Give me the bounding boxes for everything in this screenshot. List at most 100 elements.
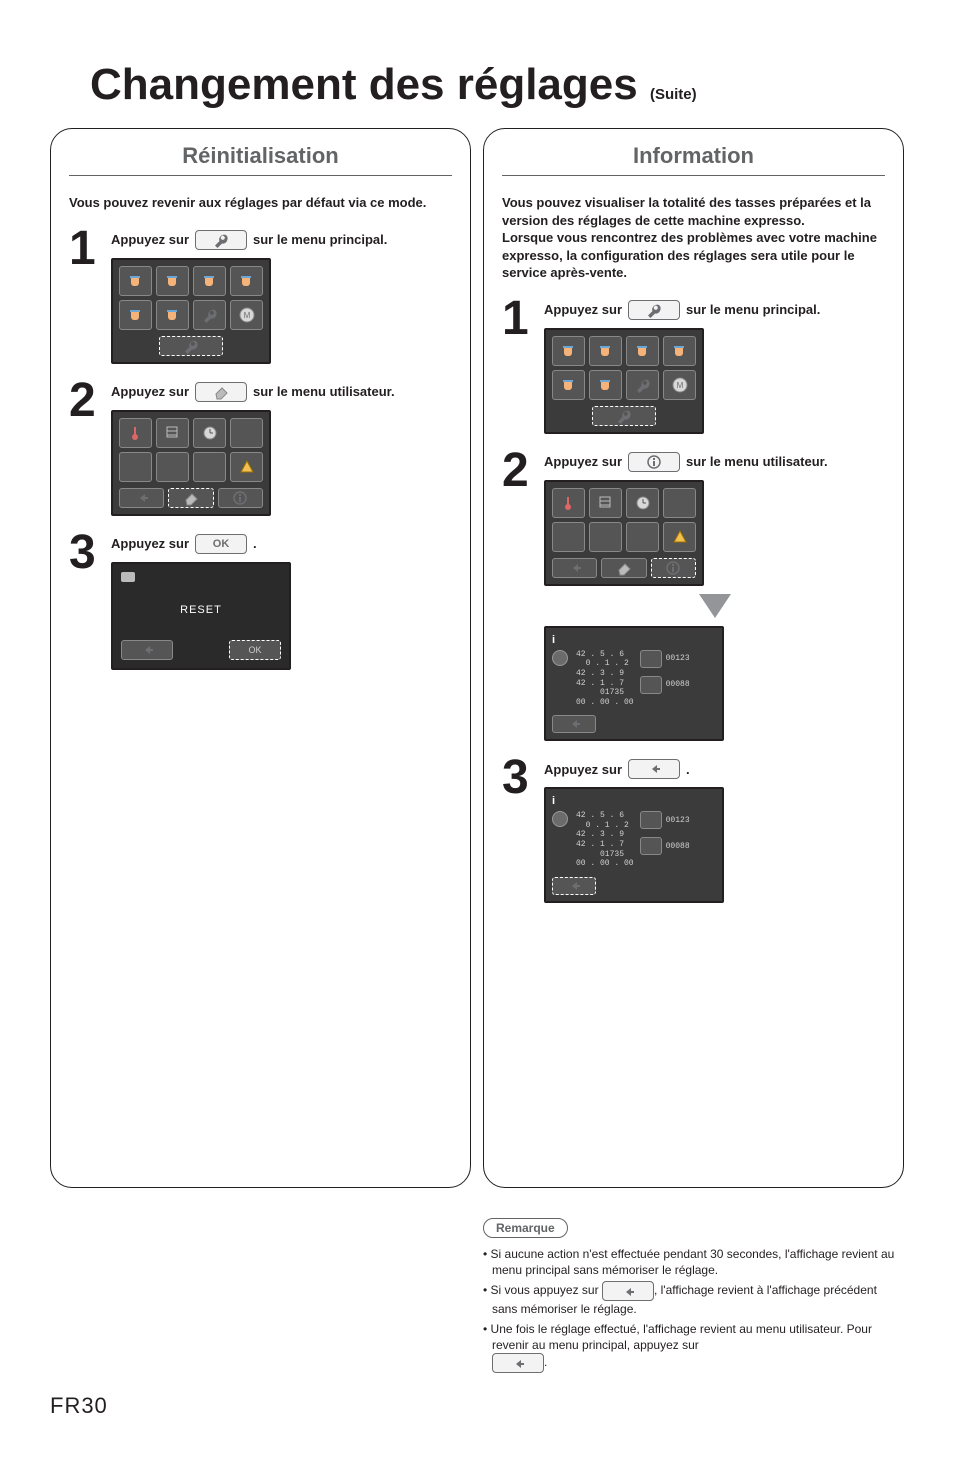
text-pre: Appuyez sur xyxy=(111,384,189,399)
menu-cell xyxy=(156,266,189,296)
remark-text: . xyxy=(544,1355,547,1369)
menu-cell xyxy=(663,488,696,518)
wrench-button[interactable] xyxy=(195,230,247,250)
title-text: Changement des réglages xyxy=(90,60,638,109)
info-numbers: 42 . 5 . 6 0 . 1 . 2 42 . 3 . 9 42 . 1 .… xyxy=(576,650,634,708)
cup-icon xyxy=(640,837,662,855)
title-suite: (Suite) xyxy=(650,86,697,103)
menu-cell xyxy=(552,522,585,552)
menu-cell xyxy=(193,300,226,330)
text-post: sur le menu utilisateur. xyxy=(253,384,395,399)
menu-cell xyxy=(626,336,659,366)
eraser-bottom-button[interactable] xyxy=(168,488,213,508)
back-button-inline[interactable] xyxy=(602,1281,654,1301)
info-bottom-button[interactable] xyxy=(218,488,263,508)
menu-cell xyxy=(230,266,263,296)
page-title: Changement des réglages (Suite) xyxy=(90,60,904,110)
remarque-list: • Si aucune action n'est effectuée penda… xyxy=(483,1246,904,1373)
step-line: Appuyez sur sur le menu utilisateur. xyxy=(544,452,885,472)
right-step-3: 3 Appuyez sur . i 42 . 5 . 6 0 . 1 . 2 4… xyxy=(502,759,885,903)
cup-count-a: 00123 xyxy=(666,816,690,825)
remarque-label: Remarque xyxy=(483,1218,568,1238)
menu-cell-m xyxy=(230,300,263,330)
menu-cell xyxy=(589,522,622,552)
remark-item: • Si aucune action n'est effectuée penda… xyxy=(483,1246,904,1278)
menu-cell xyxy=(626,522,659,552)
cup-count-b: 00088 xyxy=(666,680,690,689)
ok-confirm-button[interactable]: OK xyxy=(229,640,281,660)
text-pre: Appuyez sur xyxy=(544,454,622,469)
right-step-2: 2 Appuyez sur sur le menu utilisateur. xyxy=(502,452,885,742)
remark-text: Si aucune action n'est effectuée pendant… xyxy=(491,1247,895,1277)
info-numbers: 42 . 5 . 6 0 . 1 . 2 42 . 3 . 9 42 . 1 .… xyxy=(576,811,634,869)
reset-label: RESET xyxy=(121,604,281,616)
text-pre: Appuyez sur xyxy=(111,232,189,247)
wrench-button[interactable] xyxy=(628,300,680,320)
panel-reinitialisation: Réinitialisation Vous pouvez revenir aux… xyxy=(50,128,471,1188)
text-post: . xyxy=(253,536,257,551)
text-post: sur le menu principal. xyxy=(686,302,820,317)
menu-cell xyxy=(626,488,659,518)
info-button[interactable] xyxy=(628,452,680,472)
step-number: 2 xyxy=(69,382,99,420)
remark-item: • Si vous appuyez sur , l'affichage revi… xyxy=(483,1281,904,1317)
menu-cell xyxy=(589,336,622,366)
step-number: 3 xyxy=(502,759,532,797)
user-menu-screen xyxy=(111,410,271,516)
step-number: 1 xyxy=(502,300,532,338)
info-header: i xyxy=(552,795,716,807)
back-bottom-button[interactable] xyxy=(119,488,164,508)
info-header: i xyxy=(552,634,716,646)
back-button-inline[interactable] xyxy=(492,1353,544,1373)
bean-icon xyxy=(552,811,568,827)
bean-icon xyxy=(552,650,568,666)
back-button[interactable] xyxy=(552,877,596,895)
step-number: 3 xyxy=(69,534,99,572)
text-post: sur le menu principal. xyxy=(253,232,387,247)
left-step-1: 1 Appuyez sur sur le menu principal. xyxy=(69,230,452,364)
wrench-bottom-button[interactable] xyxy=(592,406,656,426)
menu-cell xyxy=(119,266,152,296)
menu-cell xyxy=(552,336,585,366)
menu-cell xyxy=(119,452,152,482)
page-number: FR30 xyxy=(50,1393,904,1419)
back-bottom-button[interactable] xyxy=(552,558,597,578)
columns: Réinitialisation Vous pouvez revenir aux… xyxy=(50,128,904,1188)
panel-heading-right: Information xyxy=(502,143,885,176)
panel-heading-left: Réinitialisation xyxy=(69,143,452,176)
menu-cell xyxy=(663,522,696,552)
wrench-bottom-button[interactable] xyxy=(159,336,223,356)
back-button-inline[interactable] xyxy=(628,759,680,779)
left-step-3: 3 Appuyez sur OK . RESET OK xyxy=(69,534,452,670)
step-line: Appuyez sur . xyxy=(544,759,885,779)
ok-button[interactable]: OK xyxy=(195,534,247,554)
panel-information: Information Vous pouvez visualiser la to… xyxy=(483,128,904,1188)
menu-cell xyxy=(156,452,189,482)
step-line: Appuyez sur sur le menu principal. xyxy=(111,230,452,250)
menu-cell xyxy=(230,418,263,448)
down-arrow-icon xyxy=(699,594,731,618)
left-intro: Vous pouvez revenir aux réglages par déf… xyxy=(69,194,452,212)
menu-cell xyxy=(663,336,696,366)
menu-cell xyxy=(589,370,622,400)
back-button[interactable] xyxy=(121,640,173,660)
eraser-button[interactable] xyxy=(195,382,247,402)
left-step-2: 2 Appuyez sur sur le menu utilisateur. xyxy=(69,382,452,516)
text-post: sur le menu utilisateur. xyxy=(686,454,828,469)
text-pre: Appuyez sur xyxy=(544,302,622,317)
menu-cell xyxy=(193,418,226,448)
menu-cell xyxy=(626,370,659,400)
cup-icon xyxy=(640,676,662,694)
eraser-bottom-button[interactable] xyxy=(601,558,646,578)
info-result-screen: i 42 . 5 . 6 0 . 1 . 2 42 . 3 . 9 42 . 1… xyxy=(544,626,724,742)
step-line: Appuyez sur sur le menu principal. xyxy=(544,300,885,320)
menu-cell xyxy=(193,266,226,296)
cup-count-b: 00088 xyxy=(666,842,690,851)
text-pre: Appuyez sur xyxy=(544,762,622,777)
step-line: Appuyez sur sur le menu utilisateur. xyxy=(111,382,452,402)
right-step-1: 1 Appuyez sur sur le menu principal. xyxy=(502,300,885,434)
back-button[interactable] xyxy=(552,715,596,733)
main-menu-screen xyxy=(544,328,704,434)
info-bottom-button[interactable] xyxy=(651,558,696,578)
remark-text: Une fois le réglage effectué, l'affichag… xyxy=(491,1322,872,1352)
